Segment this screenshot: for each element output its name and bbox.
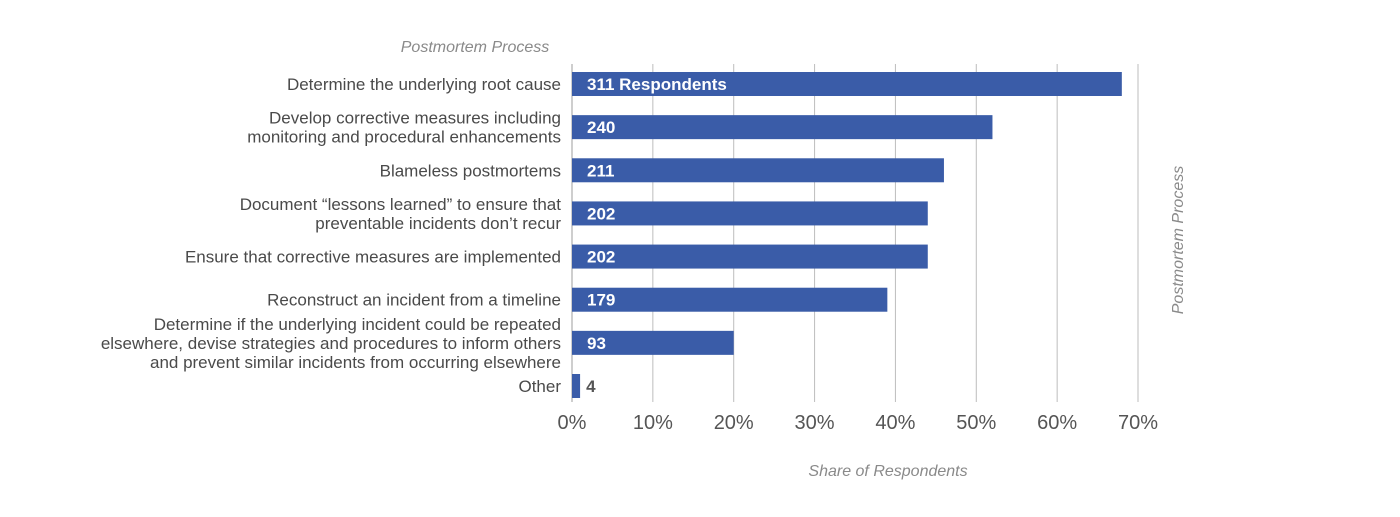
x-tick-label: 20%	[714, 412, 754, 434]
bar-value-label: 311 Respondents	[587, 75, 727, 94]
x-tick-label: 30%	[795, 412, 835, 434]
category-label: Reconstruct an incident from a timeline	[267, 291, 561, 310]
category-label: Blameless postmortems	[380, 161, 561, 180]
x-tick-label: 70%	[1118, 412, 1158, 434]
bar-value-label: 93	[587, 334, 606, 353]
bar-value-label: 202	[587, 204, 615, 223]
bar	[572, 374, 581, 398]
x-tick-label: 40%	[875, 412, 915, 434]
bar-value-label: 4	[586, 377, 596, 396]
bar-value-label: 202	[587, 248, 615, 267]
bar	[572, 72, 1122, 96]
category-label: Determine the underlying root cause	[287, 75, 561, 94]
bar	[572, 158, 944, 183]
bars	[572, 72, 1122, 398]
category-label: Determine if the underlying incident cou…	[101, 315, 561, 372]
category-label: Develop corrective measures including mon…	[247, 109, 561, 147]
bar	[572, 330, 734, 355]
bar-value-label: 179	[587, 291, 615, 310]
x-tick-label: 10%	[633, 412, 673, 434]
bar-value-label: 240	[587, 118, 615, 137]
right-axis-title: Postmortem Process	[1170, 166, 1187, 314]
x-tick-label: 50%	[956, 412, 996, 434]
bar	[572, 287, 888, 312]
chart-title: Postmortem Process	[401, 39, 549, 56]
x-tick-labels: 0% 10% 20% 30% 40% 50% 60% 70%	[558, 412, 1159, 434]
category-label: Other	[518, 377, 561, 396]
bar	[572, 244, 928, 269]
bar	[572, 201, 928, 226]
category-label: Ensure that corrective measures are impl…	[185, 248, 561, 267]
value-labels: 311 Respondents 240 211 202 202 179 93 4	[586, 75, 727, 396]
x-tick-label: 60%	[1037, 412, 1077, 434]
x-tick-label: 0%	[558, 412, 587, 434]
bar-value-label: 211	[587, 161, 614, 180]
category-label: Document “lessons learned” to ensure tha…	[240, 195, 562, 233]
x-axis-title: Share of Respondents	[808, 463, 967, 480]
category-labels: Determine the underlying root cause Devel…	[101, 75, 562, 396]
bar	[572, 115, 993, 140]
